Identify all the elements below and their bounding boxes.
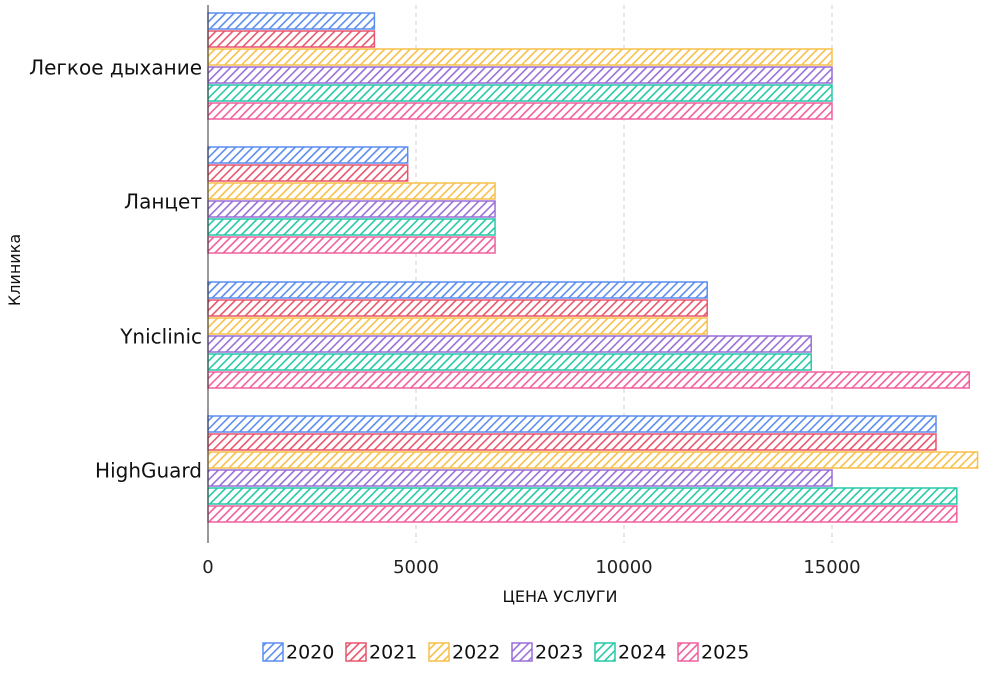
bar — [207, 281, 708, 299]
legend-swatch — [511, 642, 533, 662]
legend-label: 2020 — [286, 642, 334, 664]
legend-label: 2025 — [701, 642, 749, 664]
bar — [207, 415, 937, 433]
bar — [207, 236, 496, 254]
legend-item[interactable]: 2024 — [594, 642, 666, 664]
bar — [207, 102, 833, 120]
legend-swatch — [262, 642, 284, 662]
bar — [207, 433, 937, 451]
bar — [207, 164, 409, 182]
bars — [207, 12, 979, 523]
bar — [207, 84, 833, 102]
category-label: Ланцет — [124, 190, 202, 214]
legend-swatch — [594, 642, 616, 662]
bar — [207, 487, 958, 505]
category-label: Yniclinic — [119, 325, 202, 349]
legend-swatch — [345, 642, 367, 662]
category-label: HighGuard — [95, 459, 202, 483]
x-axis-title: ЦЕНА УСЛУГИ — [502, 587, 617, 606]
legend-item[interactable]: 2025 — [677, 642, 749, 664]
category-labels: Легкое дыхание Ланцет Yniclinic HighGuard — [29, 56, 202, 483]
bar — [207, 451, 979, 469]
bar — [207, 182, 496, 200]
legend-item[interactable]: 2020 — [262, 642, 334, 664]
bar — [207, 299, 708, 317]
legend-item[interactable]: 2022 — [428, 642, 500, 664]
bar — [207, 335, 812, 353]
bar — [207, 371, 971, 389]
legend-label: 2023 — [535, 642, 583, 664]
bar — [207, 146, 409, 164]
bar — [207, 66, 833, 84]
bar — [207, 505, 958, 523]
legend-item[interactable]: 2023 — [511, 642, 583, 664]
x-tick-label: 10000 — [595, 557, 652, 578]
bar — [207, 30, 376, 48]
category-label: Легкое дыхание — [29, 56, 202, 80]
bar — [207, 317, 708, 335]
x-tick-label: 15000 — [803, 557, 860, 578]
x-tick-labels: 0 5000 10000 15000 — [202, 557, 860, 578]
legend: 2020 2021 2022 2023 2024 2025 — [262, 642, 749, 664]
legend-label: 2022 — [452, 642, 500, 664]
bar — [207, 353, 812, 371]
legend-label: 2021 — [369, 642, 417, 664]
legend-label: 2024 — [618, 642, 666, 664]
legend-swatch — [677, 642, 699, 662]
x-tick-label: 0 — [202, 557, 213, 578]
bar — [207, 12, 376, 30]
x-tick-label: 5000 — [393, 557, 439, 578]
y-axis-title: Клиника — [5, 234, 24, 306]
bar — [207, 200, 496, 218]
bar — [207, 469, 833, 487]
bar — [207, 218, 496, 236]
legend-swatch — [428, 642, 450, 662]
legend-item[interactable]: 2021 — [345, 642, 417, 664]
bar — [207, 48, 833, 66]
